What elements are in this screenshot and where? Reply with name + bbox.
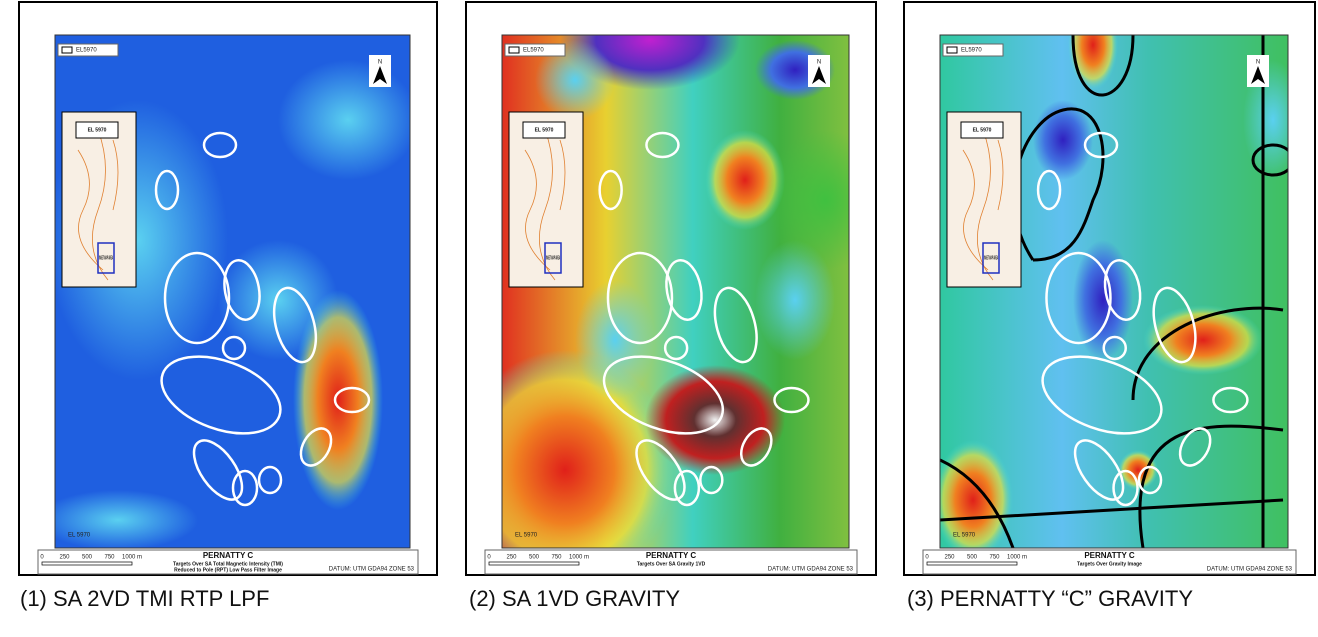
scale-label: 250 <box>944 555 955 561</box>
map-title: PERNATTY C <box>1084 551 1135 560</box>
datum: DATUM: UTM GDA94 ZONE 53 <box>1207 567 1293 573</box>
inset-label: EL 5970 <box>535 127 554 133</box>
page: {"panels":[ {"legend":"EL5970","inset_la… <box>0 0 1318 637</box>
inset-area: INSET MAP AREA <box>546 255 560 261</box>
anomaly <box>38 490 198 550</box>
map-label: EL 5970 <box>68 533 91 539</box>
map-label: EL 5970 <box>953 533 976 539</box>
map-title: PERNATTY C <box>646 551 697 560</box>
scale-label: 500 <box>967 555 978 561</box>
anomaly <box>278 60 418 180</box>
scale-bar <box>42 562 132 565</box>
caption: (3) PERNATTY “C” GRAVITY <box>907 586 1193 611</box>
scale-label: 250 <box>506 555 517 561</box>
caption: (2) SA 1VD GRAVITY <box>469 586 680 611</box>
map-subtitle: Reduced to Pole (RPT) Low Pass Filter Im… <box>174 567 282 573</box>
map-subtitle: Targets Over SA Gravity 1VD <box>637 561 706 567</box>
legend-text: EL5970 <box>523 48 544 54</box>
inset-area: INSET MAP AREA <box>984 255 998 261</box>
north-label: N <box>1256 60 1260 66</box>
map-label: EL 5970 <box>515 533 538 539</box>
legend-swatch <box>947 47 957 53</box>
legend-text: EL5970 <box>76 48 97 54</box>
scale-label: 750 <box>551 555 562 561</box>
scale-label: 750 <box>989 555 1000 561</box>
north-label: N <box>378 60 382 66</box>
anomaly <box>933 440 1013 560</box>
map-subtitle: Targets Over Gravity Image <box>1077 561 1142 567</box>
scale-label: 750 <box>104 555 115 561</box>
scale-label: 1000 m <box>569 555 589 561</box>
map-title: PERNATTY C <box>203 551 254 560</box>
scale-label: 1000 m <box>1007 555 1027 561</box>
caption: (1) SA 2VD TMI RTP LPF <box>20 586 269 611</box>
north-label: N <box>817 60 821 66</box>
legend-swatch <box>509 47 519 53</box>
legend-text: EL5970 <box>961 48 982 54</box>
map-image <box>455 0 885 590</box>
anomaly <box>575 280 655 400</box>
scale-bar <box>927 562 1017 565</box>
scale-bar <box>489 562 579 565</box>
scale-label: 250 <box>59 555 70 561</box>
datum: DATUM: UTM GDA94 ZONE 53 <box>329 567 415 573</box>
figure: EL5970EL 5970INSET MAP AREANEL 597002505… <box>0 0 1318 637</box>
scale-label: 1000 m <box>122 555 142 561</box>
scale-label: 500 <box>82 555 93 561</box>
inset-area: INSET MAP AREA <box>99 255 113 261</box>
scale-label: 500 <box>529 555 540 561</box>
anomaly <box>218 240 338 360</box>
inset-label: EL 5970 <box>88 127 107 133</box>
inset-label: EL 5970 <box>973 127 992 133</box>
datum: DATUM: UTM GDA94 ZONE 53 <box>768 567 854 573</box>
legend-swatch <box>62 47 72 53</box>
